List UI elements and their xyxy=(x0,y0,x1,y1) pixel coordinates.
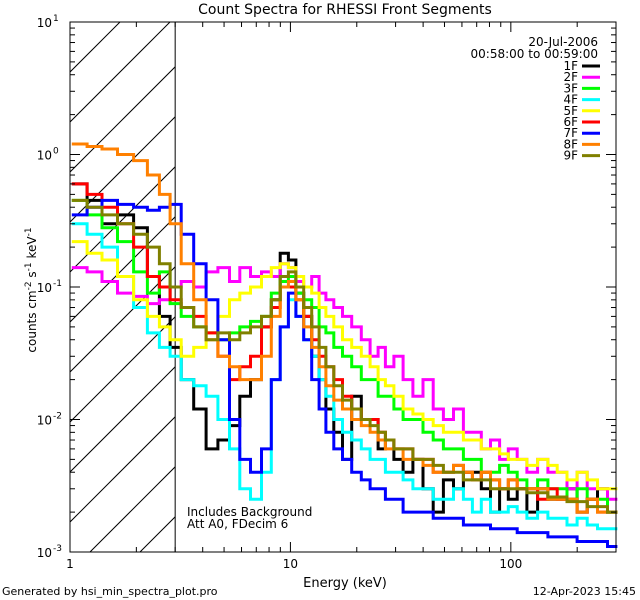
series-line-6F xyxy=(71,182,618,514)
series-line-7F xyxy=(71,198,618,548)
x-tick-label: 1 xyxy=(66,557,74,571)
legend-label-1F: 1F xyxy=(563,59,578,73)
y-axis-label-counts: counts cm xyxy=(25,290,39,352)
series-line-4F xyxy=(71,222,618,531)
hatch-line xyxy=(70,266,176,373)
legend-label-9F: 9F xyxy=(563,149,578,163)
y-axis-label-exp-kev: -1 xyxy=(24,227,34,236)
hatch-line xyxy=(70,416,176,523)
legend-label-7F: 7F xyxy=(563,126,578,140)
chart-title: Count Spectra for RHESSI Front Segments xyxy=(198,2,492,18)
x-tick-label: 100 xyxy=(499,557,522,571)
timestamp-text: 12-Apr-2023 15:45 xyxy=(533,585,636,598)
y-tick-label-exponent: -1 xyxy=(53,279,62,289)
y-axis-label-exp-s: -1 xyxy=(24,262,34,271)
y-tick-label-exponent: 0 xyxy=(53,147,59,157)
series-line-8F xyxy=(71,142,618,514)
hatch-lines xyxy=(70,22,176,552)
legend-label-3F: 3F xyxy=(563,81,578,95)
legend-label-6F: 6F xyxy=(563,115,578,129)
series-lines xyxy=(71,142,618,548)
y-tick-label-exponent: 1 xyxy=(53,14,59,24)
y-tick-label: 10 xyxy=(37,149,52,163)
series-line-1F xyxy=(71,182,618,514)
axis-ticks xyxy=(69,21,617,553)
y-tick-label: 10 xyxy=(37,414,52,428)
y-tick-label-exponent: -2 xyxy=(53,412,62,422)
hatch-line xyxy=(70,66,176,173)
legend-label-8F: 8F xyxy=(563,137,578,151)
y-axis-label-exp-cm: -2 xyxy=(24,281,34,290)
legend-label-5F: 5F xyxy=(563,104,578,118)
y-tick-label-exponent: -3 xyxy=(53,544,62,554)
series-line-3F xyxy=(71,198,618,514)
annotation-background: Includes Background xyxy=(187,505,312,519)
legend-label-2F: 2F xyxy=(563,70,578,84)
y-tick-label: 10 xyxy=(37,16,52,30)
y-axis-label: counts cm-2 s-1 keV-1 xyxy=(24,227,39,352)
x-tick-label: 10 xyxy=(283,557,298,571)
y-tick-label: 10 xyxy=(37,281,52,295)
hatch-line xyxy=(70,366,176,473)
hatch-line xyxy=(70,22,171,123)
observation-time-range: 00:58:00 to 00:59:00 xyxy=(471,47,598,61)
x-axis-label: Energy (keV) xyxy=(303,576,387,591)
observation-date: 20-Jul-2006 xyxy=(528,35,598,49)
legend-label-4F: 4F xyxy=(563,93,578,107)
series-line-9F xyxy=(71,198,618,514)
y-axis-label-s: s xyxy=(25,271,39,281)
generated-by-text: Generated by hsi_min_spectra_plot.pro xyxy=(2,585,218,598)
series-line-5F xyxy=(71,240,618,491)
hatch-line xyxy=(70,216,176,323)
y-axis-label-kev: keV xyxy=(25,236,39,263)
y-tick-label: 10 xyxy=(37,546,52,560)
annotation-attenuator: Att A0, FDecim 6 xyxy=(187,517,288,531)
